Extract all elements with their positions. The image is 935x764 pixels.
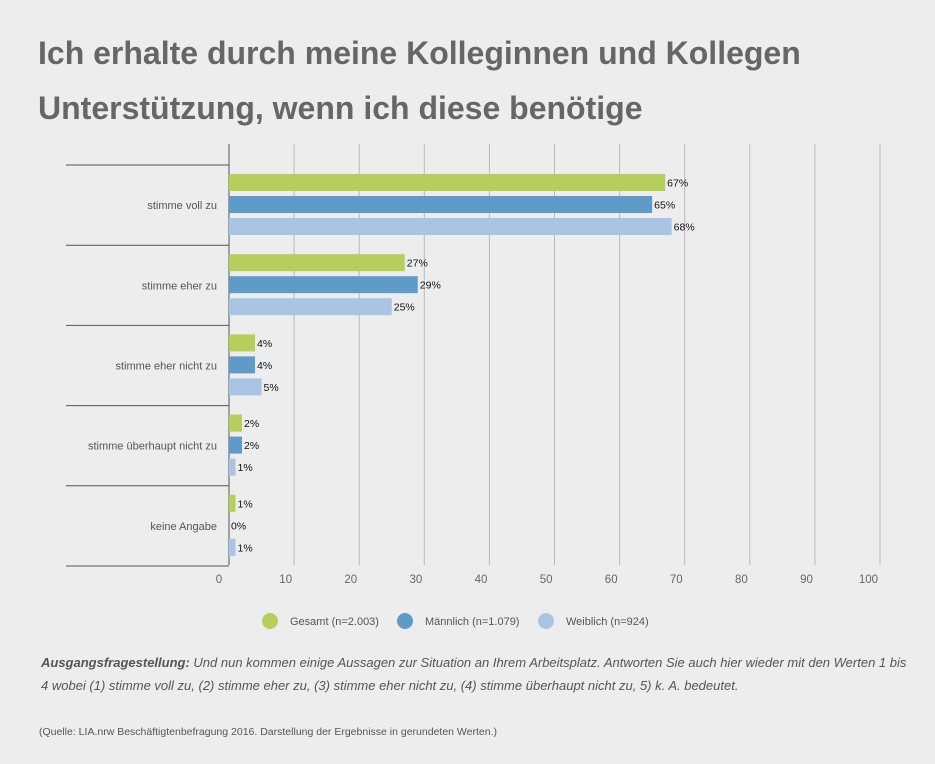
legend-label-gesamt: Gesamt (n=2.003) — [290, 616, 379, 628]
bar-gesamt-stimme-eher-nicht-zu — [229, 334, 256, 352]
bar-gesamt-stimme-eher-zu — [229, 254, 405, 272]
category-label-stimme-eher-nicht-zu: stimme eher nicht zu — [116, 361, 217, 373]
value-label-maennlich-stimme-eher-nicht-zu: 4% — [257, 360, 272, 372]
question-note-label: Ausgangsfragestellung: — [41, 655, 190, 670]
x-tick-label-10: 10 — [279, 574, 292, 586]
bar-weiblich-stimme-voll-zu — [229, 218, 672, 235]
value-label-gesamt-stimme-eher-zu: 27% — [407, 258, 428, 270]
x-tick-label-30: 30 — [410, 574, 423, 586]
bar-gesamt-stimme-voll-zu — [229, 174, 666, 191]
legend-marker-weiblich — [538, 613, 554, 629]
question-note: Ausgangsfragestellung: Und nun kommen ei… — [41, 651, 911, 697]
x-tick-label-50: 50 — [540, 574, 553, 586]
bar-weiblich-stimme-eher-zu — [229, 298, 392, 316]
value-label-weiblich-stimme-ueberhaupt-nicht-zu: 1% — [238, 462, 253, 474]
legend-label-weiblich: Weiblich (n=924) — [566, 616, 649, 628]
category-label-stimme-eher-zu: stimme eher zu — [142, 280, 217, 292]
value-label-maennlich-stimme-ueberhaupt-nicht-zu: 2% — [244, 440, 259, 452]
value-label-maennlich-keine-angabe: 0% — [231, 520, 246, 532]
bar-maennlich-stimme-eher-nicht-zu — [229, 356, 256, 374]
legend-label-maennlich: Männlich (n=1.079) — [425, 616, 519, 628]
value-label-gesamt-keine-angabe: 1% — [238, 498, 253, 510]
value-label-gesamt-stimme-eher-nicht-zu: 4% — [257, 338, 272, 350]
x-tick-label-60: 60 — [605, 574, 618, 586]
x-tick-label-100: 100 — [859, 574, 878, 586]
x-tick-label-90: 90 — [800, 574, 813, 586]
x-tick-label-40: 40 — [475, 574, 488, 586]
bar-maennlich-stimme-ueberhaupt-nicht-zu — [229, 436, 243, 454]
value-label-maennlich-stimme-voll-zu: 65% — [654, 200, 675, 212]
bar-maennlich-stimme-eher-zu — [229, 276, 418, 294]
chart-title: Ich erhalte durch meine Kolleginnen und … — [38, 26, 918, 136]
legend-marker-maennlich — [397, 613, 413, 629]
x-tick-label-20: 20 — [344, 574, 357, 586]
chart-title-line-2: Unterstützung, wenn ich diese benötige — [38, 90, 643, 126]
bar-weiblich-stimme-ueberhaupt-nicht-zu — [229, 458, 236, 476]
bar-maennlich-stimme-voll-zu — [229, 196, 653, 213]
bar-gesamt-stimme-ueberhaupt-nicht-zu — [229, 414, 243, 432]
value-label-weiblich-stimme-eher-nicht-zu: 5% — [264, 382, 279, 394]
category-label-stimme-voll-zu: stimme voll zu — [147, 200, 217, 212]
legend-marker-gesamt — [262, 613, 278, 629]
category-label-keine-angabe: keine Angabe — [150, 521, 217, 533]
x-tick-label-70: 70 — [670, 574, 683, 586]
value-label-weiblich-stimme-eher-zu: 25% — [394, 302, 415, 314]
bar-weiblich-keine-angabe — [229, 538, 236, 556]
bar-gesamt-keine-angabe — [229, 494, 236, 512]
value-label-weiblich-stimme-voll-zu: 68% — [674, 222, 695, 234]
category-label-stimme-ueberhaupt-nicht-zu: stimme überhaupt nicht zu — [88, 441, 217, 453]
value-label-gesamt-stimme-ueberhaupt-nicht-zu: 2% — [244, 418, 259, 430]
bar-chart: stimme voll zu stimme eher zu stimme eher … — [66, 144, 881, 629]
value-label-maennlich-stimme-eher-zu: 29% — [420, 280, 441, 292]
question-note-text: Und nun kommen einige Aussagen zur Situa… — [41, 655, 907, 693]
source-note: (Quelle: LIA.nrw Beschäftigtenbefragung … — [39, 726, 497, 738]
bar-weiblich-stimme-eher-nicht-zu — [229, 378, 262, 396]
value-label-weiblich-keine-angabe: 1% — [238, 542, 253, 554]
chart-title-line-1: Ich erhalte durch meine Kolleginnen und … — [38, 35, 801, 71]
x-tick-label-0: 0 — [216, 574, 222, 586]
x-tick-label-80: 80 — [735, 574, 748, 586]
value-label-gesamt-stimme-voll-zu: 67% — [667, 178, 688, 190]
